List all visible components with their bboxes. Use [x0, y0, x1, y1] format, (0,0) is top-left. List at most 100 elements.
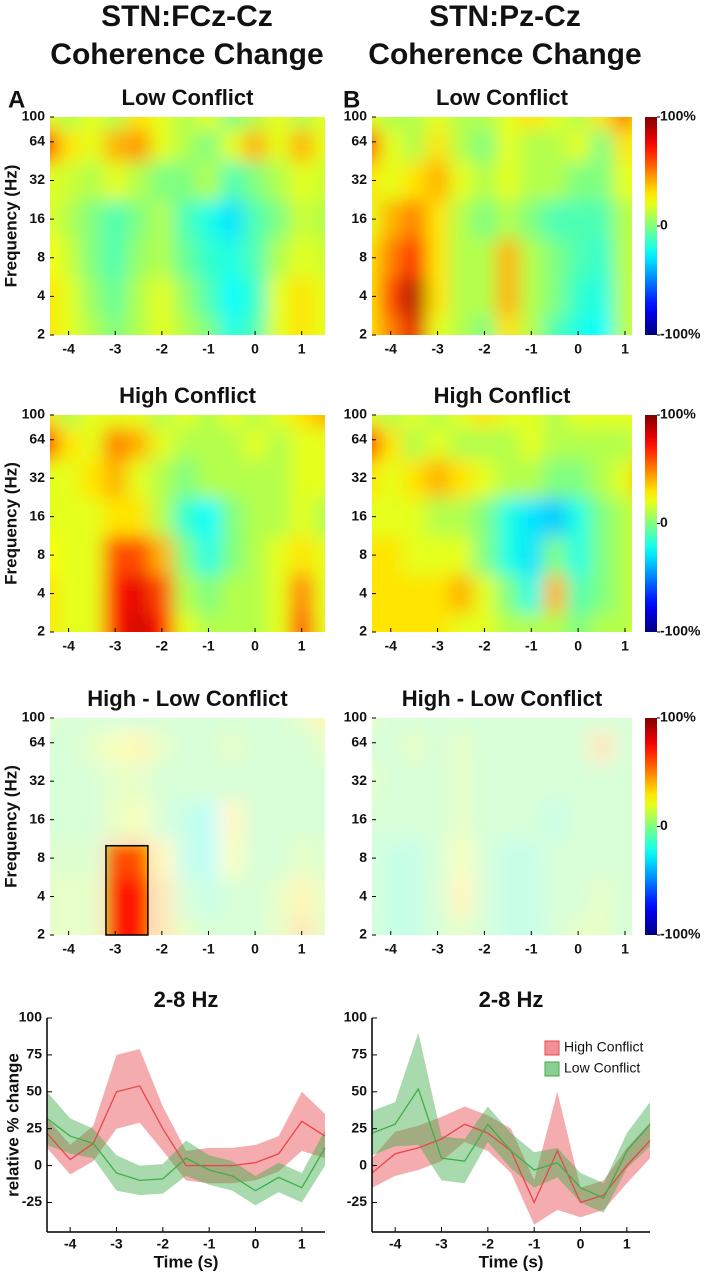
heatmap-cell — [449, 612, 474, 632]
heatmap-cell — [103, 238, 128, 278]
heatmap-cell — [313, 761, 325, 801]
heatmap-cell — [266, 718, 291, 731]
heatmap-cell — [173, 161, 198, 201]
heatmap-cell — [496, 415, 521, 428]
y-tick-label: 32 — [29, 772, 45, 788]
heatmap-cells — [50, 415, 325, 632]
heatmap-cell — [173, 277, 198, 317]
heatmap-cell — [449, 497, 474, 537]
heatmap-cell — [472, 277, 497, 317]
heatmap-cell — [290, 915, 314, 935]
heatmap-cell — [425, 458, 450, 498]
heatmap-cell — [150, 718, 175, 731]
x-tick-label: -2 — [157, 1236, 170, 1252]
cluster — [105, 845, 148, 935]
heatmap-cell — [220, 535, 244, 575]
heatmap-cell — [150, 129, 175, 162]
heatmap-cell — [290, 415, 314, 428]
error-band — [372, 1091, 650, 1225]
chart-title: High Conflict — [434, 383, 572, 408]
column-header: Coherence Change — [50, 38, 323, 71]
heatmap-cell — [566, 315, 591, 335]
heatmap-cell — [379, 535, 403, 575]
heatmap-cell — [637, 536, 689, 575]
heatmap-cell — [589, 761, 614, 801]
colorbar-tick-label: 100% — [660, 406, 696, 422]
heatmap-cell — [613, 761, 632, 801]
heatmap-cell — [379, 238, 403, 278]
heatmap-cell — [613, 535, 632, 575]
heatmap-cell — [613, 877, 632, 917]
y-tick-label: 32 — [29, 171, 45, 187]
heatmap-cell — [103, 761, 128, 801]
x-tick-label: -1 — [202, 341, 215, 357]
heatmap-cells — [372, 415, 689, 632]
heatmap-cell — [613, 458, 632, 498]
heatmap-cell — [542, 315, 567, 335]
heatmap-cell — [402, 458, 427, 498]
heatmap-cells — [372, 718, 632, 935]
colorbar-tick-label: 100% — [660, 108, 696, 124]
heatmap-cell — [472, 427, 497, 460]
heatmap-cell — [519, 838, 544, 878]
heatmap-cell — [50, 730, 58, 763]
heatmap-cell — [126, 845, 148, 878]
heatmap-cell — [613, 718, 632, 731]
heatmap-cell — [196, 574, 221, 614]
heatmap-cell — [50, 415, 58, 428]
x-tick-label: -2 — [482, 1236, 495, 1252]
heatmap-cell — [56, 117, 81, 130]
heatmap-cell — [379, 761, 403, 801]
y-tick-label: 2 — [37, 926, 45, 942]
heatmap-cell — [103, 415, 128, 428]
x-tick-label: 0 — [577, 1236, 585, 1252]
heatmap-cell — [173, 800, 198, 840]
heatmap-cell — [379, 915, 403, 935]
heatmap-cell — [425, 838, 450, 878]
heatmap-cell — [589, 238, 614, 278]
heatmap-cell — [266, 612, 291, 632]
y-tick-label: 0 — [359, 1156, 367, 1172]
x-tick-label: 1 — [623, 1236, 631, 1252]
heatmap-cell — [173, 415, 198, 428]
heatmap-cell — [449, 415, 474, 428]
heatmap-cell — [56, 315, 81, 335]
heatmap-cell — [542, 800, 567, 840]
heatmap-cell — [243, 199, 268, 239]
heatmap-cell — [542, 497, 567, 537]
heatmap-cell — [379, 800, 403, 840]
heatmap-cell — [126, 129, 151, 162]
heatmap-cell — [613, 915, 632, 935]
heatmap-cell — [103, 427, 128, 460]
y-tick-label: 100 — [22, 709, 46, 725]
heatmap-cell — [173, 915, 198, 935]
panel-label: A — [8, 86, 25, 113]
heatmap-cell — [425, 415, 450, 428]
heatmap-cell — [173, 427, 198, 460]
heatmap-cell — [290, 761, 314, 801]
heatmap-cell — [150, 535, 175, 575]
heatmap-cell — [372, 277, 380, 317]
heatmap-cell — [126, 718, 151, 731]
y-axis-label: relative % change — [3, 1053, 22, 1197]
heatmap-cell — [56, 277, 81, 317]
heatmap-cell — [173, 761, 198, 801]
heatmap-cell — [126, 574, 151, 614]
heatmap-cell — [425, 574, 450, 614]
x-tick-label: -1 — [203, 1236, 216, 1252]
heatmap-cell — [542, 415, 567, 428]
x-tick-label: -3 — [431, 341, 444, 357]
heatmap-cell — [589, 877, 614, 917]
chart-title: High - Low Conflict — [87, 686, 288, 711]
heatmap-cell — [266, 730, 291, 763]
x-tick-label: -1 — [528, 1236, 541, 1252]
heatmap-cell — [56, 838, 81, 878]
heatmap-cell — [126, 315, 151, 335]
y-tick-label: 100 — [22, 406, 46, 422]
heatmap-cell — [566, 427, 591, 460]
heatmap-cell — [613, 574, 632, 614]
y-tick-label: -25 — [347, 1193, 367, 1209]
heatmap-cell — [519, 877, 544, 917]
heatmap-cell — [425, 129, 450, 162]
heatmap-cell — [243, 117, 268, 130]
